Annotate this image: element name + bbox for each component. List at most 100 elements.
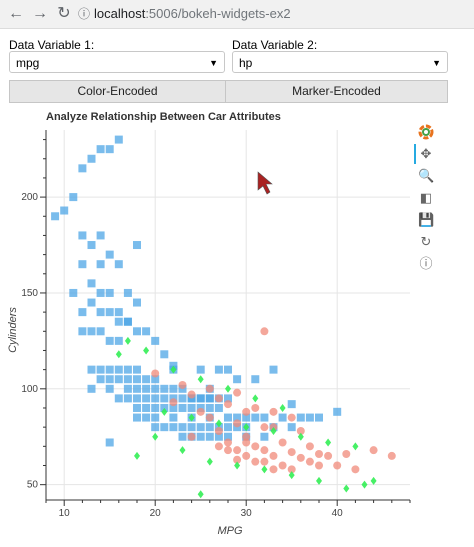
data-point-circle: [305, 457, 314, 466]
data-point-square: [251, 413, 260, 422]
data-point-circle: [269, 451, 278, 460]
data-point-circle: [315, 449, 323, 458]
data-point-square: [142, 403, 151, 412]
data-point-square: [114, 375, 123, 384]
data-point-circle: [205, 384, 214, 393]
data-point-square: [151, 423, 160, 432]
bokeh-logo-icon[interactable]: [418, 124, 434, 140]
data-point-diamond: [206, 457, 213, 466]
data-point-square: [196, 423, 205, 432]
data-point-square: [187, 403, 196, 412]
data-point-square: [133, 375, 141, 384]
data-point-square: [96, 288, 105, 297]
data-point-square: [151, 384, 160, 393]
data-point-diamond: [361, 480, 368, 489]
data-point-square: [69, 193, 78, 202]
data-variable-2-label: Data Variable 2:: [232, 38, 318, 52]
data-point-circle: [178, 380, 187, 389]
reset-icon[interactable]: ↻: [420, 234, 432, 249]
data-point-circle: [287, 465, 296, 474]
data-point-diamond: [243, 423, 250, 432]
box-zoom-icon[interactable]: 🔍: [418, 168, 435, 183]
data-point-square: [242, 413, 251, 422]
y-axis-label: Cylinders: [7, 307, 19, 353]
color-encoded-button[interactable]: Color-Encoded: [9, 80, 226, 103]
data-point-square: [233, 375, 242, 384]
data-point-circle: [233, 446, 242, 455]
data-point-square: [214, 403, 223, 412]
data-point-square: [187, 423, 196, 432]
data-point-square: [142, 375, 151, 384]
data-point-square: [78, 260, 87, 269]
data-point-diamond: [124, 336, 131, 345]
reload-icon[interactable]: ↻: [57, 5, 71, 22]
data-point-square: [114, 308, 123, 317]
url-host: localhost: [94, 6, 146, 21]
data-variable-1-select[interactable]: mpg ▼: [9, 51, 225, 73]
data-point-circle: [351, 465, 360, 474]
data-point-square: [105, 308, 114, 317]
data-point-diamond: [343, 484, 350, 493]
data-point-square: [87, 279, 96, 288]
data-point-diamond: [352, 442, 359, 451]
save-icon[interactable]: 💾: [418, 212, 435, 227]
data-point-square: [260, 413, 269, 422]
data-point-square: [96, 375, 105, 384]
pan-tool-icon[interactable]: ✥: [420, 146, 432, 161]
data-point-square: [224, 394, 232, 403]
data-point-circle: [233, 455, 242, 464]
data-point-square: [123, 317, 132, 326]
data-point-square: [142, 413, 151, 422]
data-point-square: [87, 241, 96, 250]
back-arrow-icon[interactable]: ←: [8, 5, 24, 22]
data-point-square: [151, 394, 160, 403]
data-point-square: [96, 145, 105, 154]
data-point-square: [160, 394, 169, 403]
data-point-diamond: [252, 394, 259, 403]
data-point-square: [196, 394, 205, 403]
data-point-circle: [251, 403, 260, 412]
data-point-square: [205, 394, 214, 403]
data-point-circle: [260, 327, 269, 336]
help-icon[interactable]: ⓘ: [419, 256, 433, 271]
data-point-square: [160, 423, 169, 432]
data-point-circle: [205, 413, 214, 422]
data-point-square: [142, 394, 151, 403]
data-point-square: [123, 394, 132, 403]
data-point-square: [287, 400, 296, 409]
data-point-diamond: [316, 476, 322, 485]
data-point-square: [105, 250, 114, 259]
data-point-square: [133, 327, 141, 336]
data-point-square: [305, 413, 314, 422]
marker-encoded-button[interactable]: Marker-Encoded: [225, 80, 448, 103]
data-point-diamond: [325, 438, 332, 447]
data-point-circle: [369, 446, 378, 455]
scatter-plot[interactable]: 10 20 30 40 50 100 150 200 MPG Cylinders: [0, 120, 474, 547]
data-point-circle: [278, 461, 287, 470]
data-point-square: [269, 365, 278, 374]
data-point-square: [251, 375, 260, 384]
data-point-square: [196, 365, 205, 374]
data-point-square: [169, 413, 178, 422]
chevron-down-icon: ▼: [209, 58, 218, 68]
data-point-square: [296, 413, 305, 422]
x-tick-label: 20: [150, 508, 162, 519]
data-point-circle: [387, 451, 396, 460]
forward-arrow-icon[interactable]: →: [32, 5, 48, 22]
data-point-square: [96, 327, 105, 336]
address-bar[interactable]: localhost:5006/bokeh-widgets-ex2: [94, 4, 394, 24]
data-variable-2-select[interactable]: hp ▼: [232, 51, 448, 73]
data-point-circle: [287, 413, 296, 422]
data-point-square: [123, 288, 132, 297]
wheel-zoom-icon[interactable]: ◧: [419, 190, 433, 205]
data-point-circle: [296, 426, 305, 435]
data-point-circle: [196, 407, 205, 416]
data-point-square: [214, 432, 223, 441]
data-point-square: [133, 384, 141, 393]
data-point-square: [142, 384, 151, 393]
data-point-diamond: [188, 413, 195, 422]
y-tick-label: 50: [27, 480, 39, 491]
data-point-circle: [233, 388, 242, 397]
data-point-square: [133, 241, 141, 250]
data-point-diamond: [234, 461, 241, 470]
